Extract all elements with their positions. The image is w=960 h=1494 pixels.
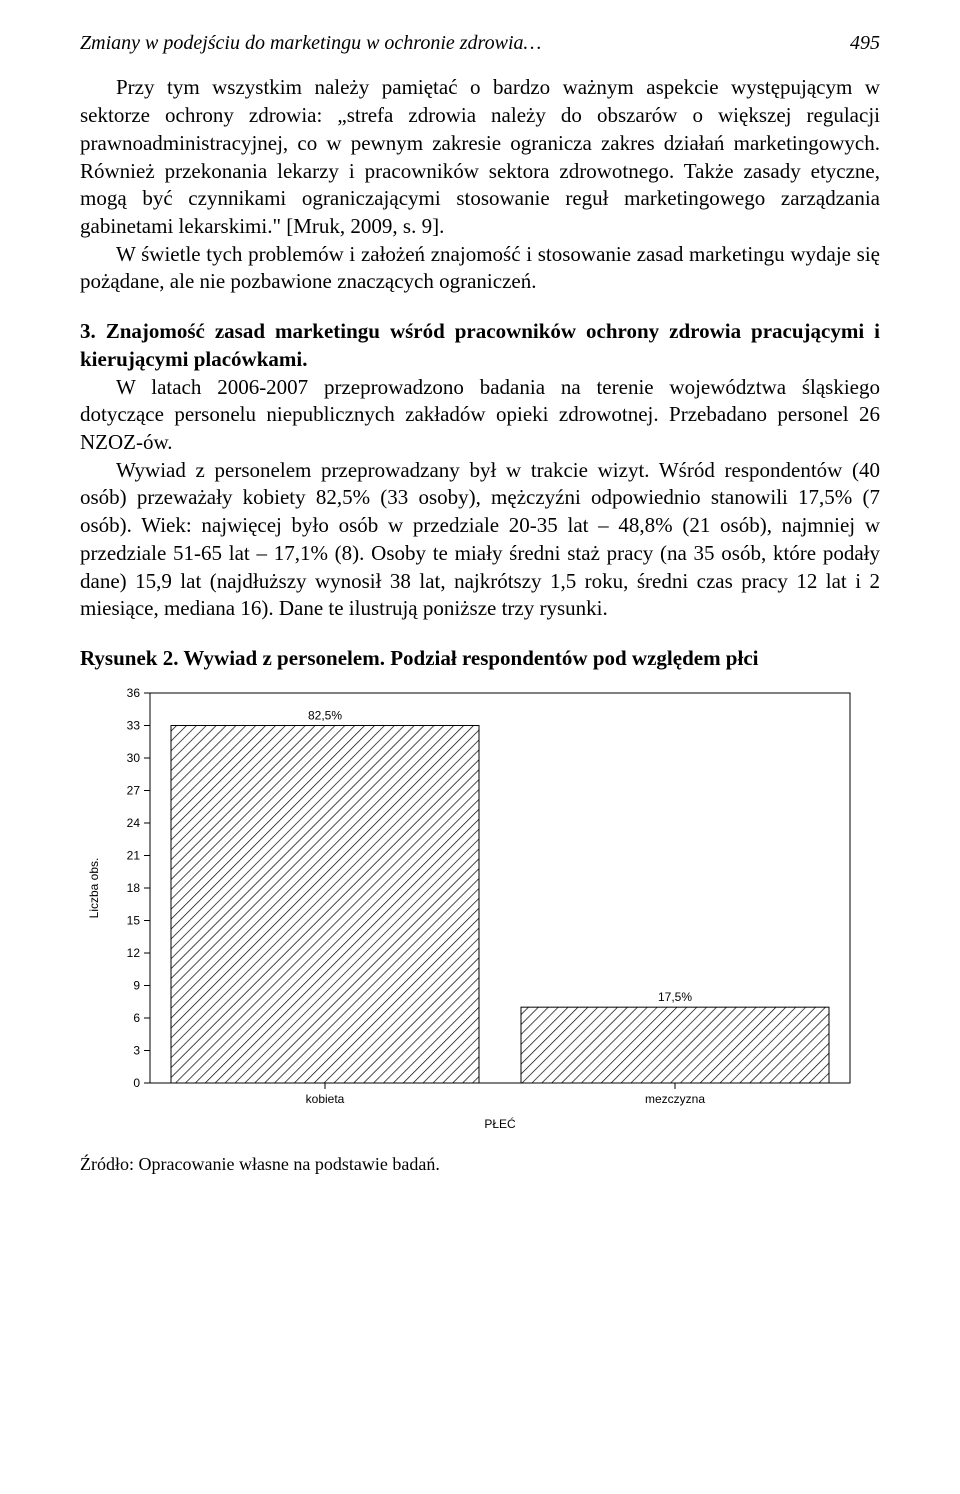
svg-text:mezczyzna: mezczyzna	[645, 1092, 705, 1106]
paragraph-3: W latach 2006-2007 przeprowadzono badani…	[80, 374, 880, 457]
paragraph-2: W świetle tych problemów i założeń znajo…	[80, 241, 880, 296]
svg-text:36: 36	[127, 686, 141, 700]
section-heading-3: 3. Znajomość zasad marketingu wśród prac…	[80, 318, 880, 373]
paragraph-4: Wywiad z personelem przeprowadzany był w…	[80, 457, 880, 623]
svg-text:17,5%: 17,5%	[658, 990, 692, 1004]
svg-text:9: 9	[133, 978, 140, 992]
svg-text:3: 3	[133, 1043, 140, 1057]
svg-text:18: 18	[127, 881, 141, 895]
svg-text:33: 33	[127, 718, 141, 732]
bar-chart: 0369121518212427303336Liczba obs.82,5%ko…	[80, 683, 860, 1143]
svg-text:PŁEĆ: PŁEĆ	[484, 1116, 516, 1131]
svg-text:30: 30	[127, 751, 141, 765]
running-title: Zmiany w podejściu do marketingu w ochro…	[80, 30, 541, 56]
figure-title: Rysunek 2. Wywiad z personelem. Podział …	[80, 645, 880, 673]
figure-source: Źródło: Opracowanie własne na podstawie …	[80, 1153, 880, 1177]
svg-text:27: 27	[127, 783, 141, 797]
paragraph-1: Przy tym wszystkim należy pamiętać o bar…	[80, 74, 880, 240]
svg-text:12: 12	[127, 946, 141, 960]
svg-text:kobieta: kobieta	[306, 1092, 345, 1106]
svg-text:0: 0	[133, 1076, 140, 1090]
svg-text:6: 6	[133, 1011, 140, 1025]
running-header: Zmiany w podejściu do marketingu w ochro…	[80, 30, 880, 56]
svg-text:82,5%: 82,5%	[308, 708, 342, 722]
page-number: 495	[850, 30, 880, 56]
svg-text:15: 15	[127, 913, 141, 927]
svg-text:Liczba obs.: Liczba obs.	[87, 857, 101, 918]
svg-text:21: 21	[127, 848, 141, 862]
chart-container: 0369121518212427303336Liczba obs.82,5%ko…	[80, 683, 860, 1143]
svg-text:24: 24	[127, 816, 141, 830]
